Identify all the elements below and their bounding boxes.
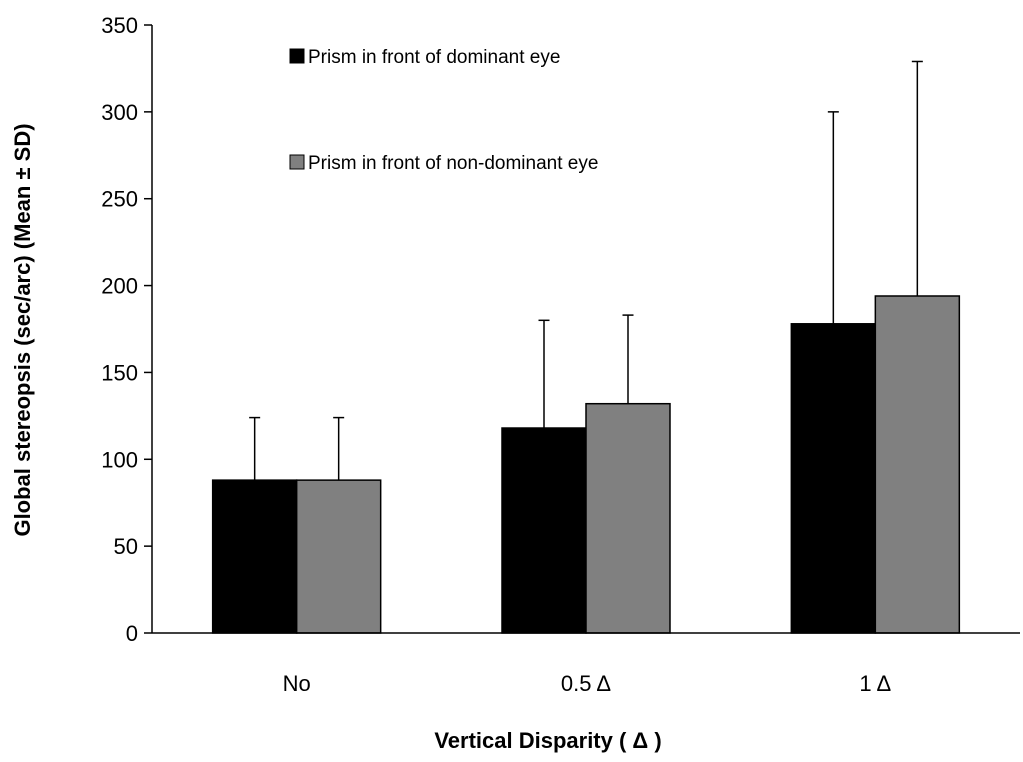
y-tick-label: 300 [101, 100, 138, 125]
bar-dominant [501, 427, 587, 634]
legend: Prism in front of dominant eye Prism in f… [289, 47, 598, 174]
legend-swatch [289, 154, 305, 170]
y-tick-label: 50 [114, 534, 138, 559]
y-tick-label: 350 [101, 13, 138, 38]
x-tick-label: 0.5 Δ [561, 671, 611, 696]
y-tick-label: 150 [101, 360, 138, 385]
bar-non-dominant [585, 402, 671, 634]
plot-area [211, 60, 961, 634]
y-tick-label: 250 [101, 187, 138, 212]
y-tick-label: 0 [126, 621, 138, 646]
x-axis-title: Vertical Disparity ( Δ ) [434, 728, 661, 753]
legend-label: Prism in front of non-dominant eye [308, 153, 598, 174]
x-tick-label: No [283, 671, 311, 696]
bar-non-dominant [874, 295, 961, 634]
bar-dominant [211, 479, 298, 634]
legend-swatch [289, 48, 305, 64]
bar-dominant [790, 323, 877, 634]
legend-label: Prism in front of dominant eye [308, 47, 560, 68]
bar-non-dominant [295, 479, 382, 634]
y-tick-label: 100 [101, 447, 138, 472]
y-axis-title: Global stereopsis (sec/arc) (Mean ± SD) [10, 123, 35, 536]
axes: 0 50 100 150 200 250 300 350 No 0.5 Δ 1 Δ [101, 13, 1020, 696]
y-tick-label: 200 [101, 274, 138, 299]
x-tick-label: 1 Δ [859, 671, 891, 696]
